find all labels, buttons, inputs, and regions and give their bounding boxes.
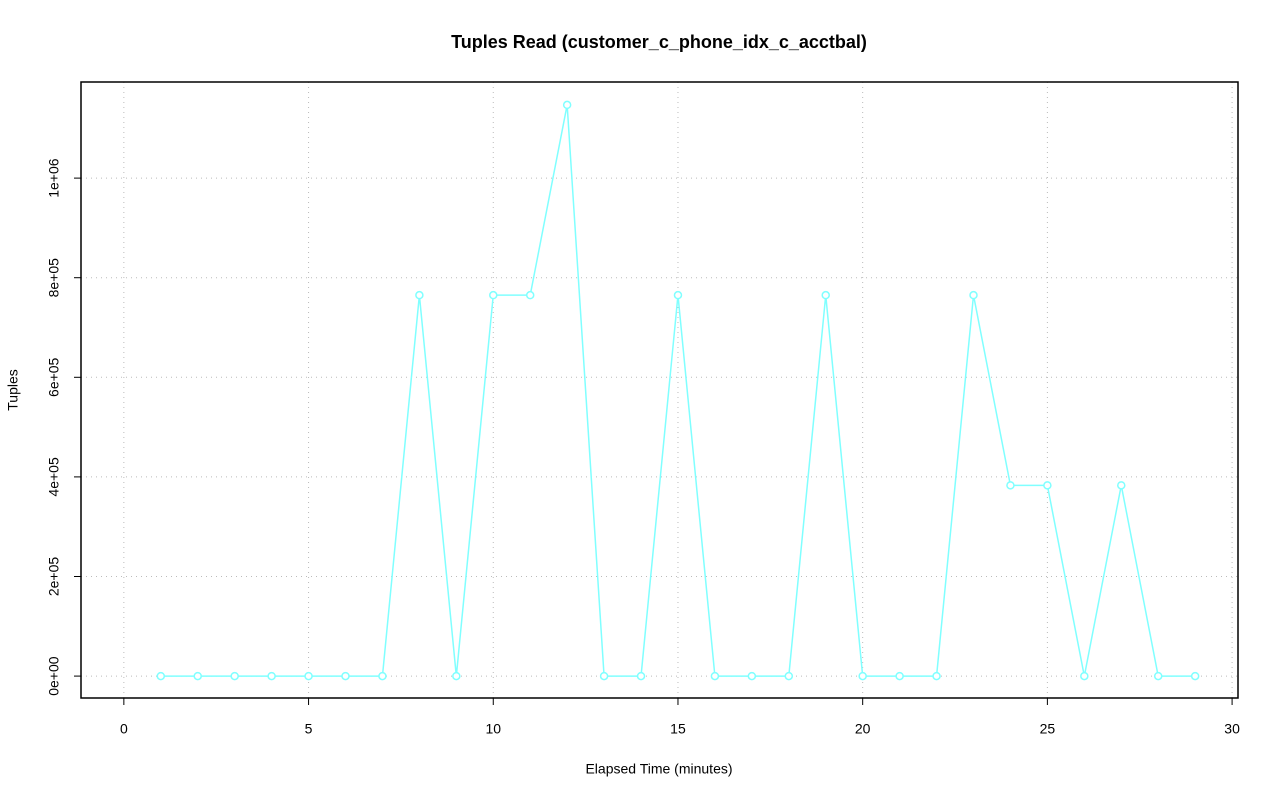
data-point bbox=[193, 671, 202, 681]
y-tick-label: 6e+05 bbox=[46, 357, 62, 397]
y-tick-label: 4e+05 bbox=[46, 457, 62, 497]
data-point bbox=[489, 290, 498, 300]
x-tick-label: 5 bbox=[305, 721, 313, 737]
data-point bbox=[1153, 671, 1163, 681]
data-point bbox=[932, 671, 941, 681]
x-tick-label: 0 bbox=[120, 721, 128, 737]
data-point bbox=[415, 290, 424, 300]
x-tick-label: 25 bbox=[1040, 721, 1056, 737]
data-point bbox=[1080, 671, 1089, 681]
data-point bbox=[858, 671, 867, 681]
data-point bbox=[969, 290, 978, 300]
x-tick-label: 15 bbox=[670, 721, 686, 737]
data-point bbox=[1006, 481, 1015, 490]
data-point bbox=[673, 290, 683, 300]
x-tick-label: 20 bbox=[855, 721, 871, 737]
x-tick-label: 30 bbox=[1224, 721, 1240, 737]
y-tick-label: 8e+05 bbox=[46, 258, 62, 298]
data-point bbox=[710, 671, 720, 681]
data-point bbox=[747, 671, 757, 681]
y-tick-label: 1e+06 bbox=[46, 158, 62, 198]
data-point bbox=[895, 671, 904, 681]
x-axis-title: Elapsed Time (minutes) bbox=[585, 761, 732, 777]
chart-title: Tuples Read (customer_c_phone_idx_c_acct… bbox=[451, 32, 867, 52]
y-tick-label: 2e+05 bbox=[46, 557, 62, 597]
x-tick-label: 10 bbox=[485, 721, 501, 737]
data-point bbox=[156, 671, 166, 681]
data-point bbox=[304, 671, 313, 681]
data-point bbox=[525, 290, 535, 300]
y-tick-label: 0e+00 bbox=[46, 656, 62, 696]
data-point bbox=[784, 671, 794, 681]
data-point bbox=[636, 671, 646, 681]
data-point bbox=[230, 671, 239, 681]
data-point bbox=[378, 671, 387, 681]
plot-frame bbox=[80, 81, 1239, 699]
data-point bbox=[341, 671, 350, 681]
data-point bbox=[599, 671, 609, 681]
data-point bbox=[821, 290, 830, 300]
data-point bbox=[267, 671, 276, 681]
data-point bbox=[1043, 481, 1052, 490]
y-axis-title: Tuples bbox=[5, 369, 21, 411]
data-point bbox=[1190, 671, 1200, 681]
data-point bbox=[1117, 481, 1126, 490]
data-point bbox=[452, 671, 461, 681]
data-point bbox=[562, 100, 572, 110]
series-line bbox=[160, 104, 1196, 677]
